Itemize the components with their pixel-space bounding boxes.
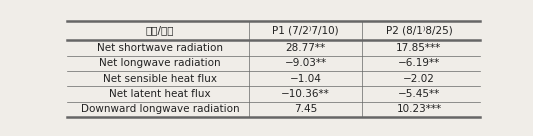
Text: −9.03**: −9.03** <box>285 58 327 68</box>
Text: −5.45**: −5.45** <box>398 89 440 99</box>
Text: Net shortwave radiation: Net shortwave radiation <box>97 43 223 53</box>
Text: −1.04: −1.04 <box>289 74 321 84</box>
Text: Net latent heat flux: Net latent heat flux <box>109 89 211 99</box>
Text: −6.19**: −6.19** <box>398 58 440 68</box>
Text: P1 (7/2⁾7/10): P1 (7/2⁾7/10) <box>272 25 339 35</box>
Text: 10.23***: 10.23*** <box>397 104 441 114</box>
Text: 변수/기간: 변수/기간 <box>146 25 174 35</box>
Text: 7.45: 7.45 <box>294 104 317 114</box>
Text: 28.77**: 28.77** <box>286 43 326 53</box>
Text: 17.85***: 17.85*** <box>396 43 441 53</box>
Text: −10.36**: −10.36** <box>281 89 330 99</box>
Text: P2 (8/1⁾8/25): P2 (8/1⁾8/25) <box>385 25 453 35</box>
Text: −2.02: −2.02 <box>403 74 435 84</box>
Text: Net longwave radiation: Net longwave radiation <box>99 58 221 68</box>
Text: Downward longwave radiation: Downward longwave radiation <box>80 104 239 114</box>
Text: Net sensible heat flux: Net sensible heat flux <box>103 74 217 84</box>
